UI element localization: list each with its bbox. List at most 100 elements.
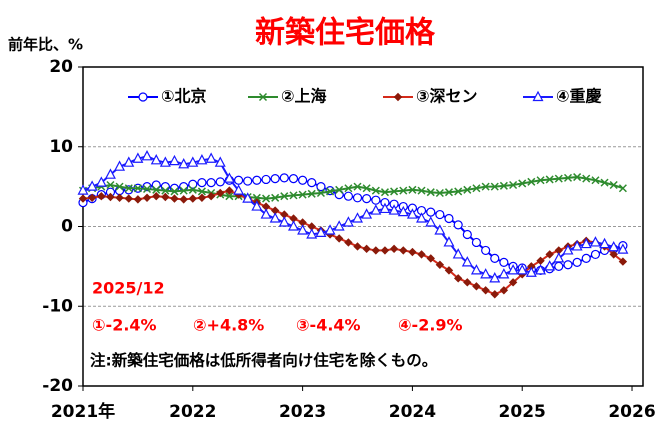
marker (617, 243, 629, 254)
marker (278, 216, 290, 227)
marker (399, 186, 408, 195)
marker (361, 208, 373, 219)
series-line (82, 176, 624, 200)
marker (316, 182, 326, 192)
legend-marker (532, 90, 544, 102)
marker (444, 266, 454, 275)
marker (435, 260, 445, 269)
marker (77, 184, 89, 195)
marker (115, 182, 124, 191)
marker (481, 286, 490, 295)
marker (133, 195, 143, 204)
marker (233, 184, 245, 195)
marker (507, 264, 519, 275)
marker (280, 192, 289, 201)
annotation-date: 2025/12 (92, 279, 165, 298)
plot-frame (82, 66, 644, 387)
marker (563, 260, 573, 270)
marker (344, 184, 353, 193)
marker (188, 194, 198, 203)
marker (178, 158, 190, 169)
x-tick-label: 2024 (389, 402, 436, 422)
marker (544, 260, 556, 271)
marker (115, 193, 124, 202)
marker (206, 191, 216, 201)
marker (142, 193, 152, 202)
marker (106, 192, 115, 202)
marker (599, 237, 611, 249)
marker (408, 247, 417, 257)
marker (187, 156, 199, 167)
marker (152, 191, 161, 201)
marker (499, 181, 508, 190)
marker (150, 154, 162, 165)
legend-label: ④重慶 (556, 87, 602, 106)
series (77, 150, 629, 283)
marker (545, 175, 554, 184)
marker (233, 175, 244, 185)
y-tick-label: 10 (49, 137, 73, 157)
marker (142, 184, 152, 194)
marker (545, 250, 554, 259)
marker (106, 180, 115, 190)
marker (554, 174, 563, 183)
marker (370, 204, 382, 215)
marker (527, 177, 536, 186)
x-tick-label: 2023 (279, 402, 326, 422)
marker (580, 237, 592, 249)
marker (196, 154, 208, 165)
marker (572, 257, 582, 267)
marker (179, 195, 188, 204)
marker (288, 174, 299, 184)
marker (525, 266, 537, 277)
marker (380, 246, 390, 255)
marker (371, 186, 380, 195)
marker (289, 191, 298, 200)
marker (271, 193, 280, 202)
marker (582, 174, 591, 183)
marker (425, 216, 437, 227)
marker (571, 240, 583, 251)
marker (499, 286, 509, 295)
marker (170, 194, 179, 203)
annotation-latest: ②+4.8% (193, 316, 264, 335)
marker (334, 234, 344, 243)
marker (168, 154, 180, 166)
marker (600, 178, 609, 187)
marker (243, 176, 253, 186)
marker (563, 173, 573, 182)
x-tick-label: 2025 (499, 402, 546, 422)
marker (287, 220, 299, 231)
marker (297, 224, 309, 235)
marker (590, 249, 601, 260)
marker (342, 216, 354, 227)
marker (472, 184, 481, 193)
legend-label: ②上海 (281, 87, 327, 106)
marker (353, 242, 362, 251)
marker (462, 229, 472, 240)
marker (344, 238, 353, 247)
marker (490, 182, 499, 191)
marker (426, 254, 435, 263)
marker (397, 205, 409, 217)
marker (260, 208, 272, 219)
marker (343, 191, 353, 201)
marker (461, 256, 473, 267)
x-tick-label: 2021年 (51, 401, 115, 422)
legend-marker (258, 92, 268, 102)
y-axis-label: 前年比、% (8, 36, 83, 54)
marker (453, 274, 463, 283)
marker (188, 179, 198, 189)
marker (535, 264, 547, 275)
y-tick-label: -20 (42, 376, 73, 396)
marker (262, 194, 271, 203)
marker (536, 176, 545, 185)
marker (426, 188, 435, 197)
annotation-latest: ③-4.4% (296, 316, 361, 335)
marker (87, 193, 97, 202)
marker (481, 245, 491, 256)
marker (371, 246, 381, 255)
marker (388, 204, 400, 215)
marker (509, 180, 518, 190)
